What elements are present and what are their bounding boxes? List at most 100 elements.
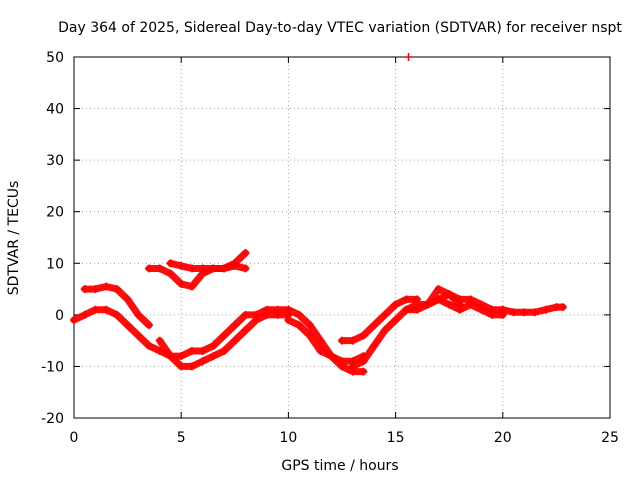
- series-track-i: [402, 285, 567, 317]
- y-tick-label: 40: [46, 102, 64, 118]
- data-point: [370, 341, 379, 350]
- data-point: [359, 357, 368, 366]
- data-point: [134, 310, 143, 319]
- data-point: [455, 295, 464, 304]
- data-point: [112, 310, 121, 319]
- data-point: [91, 305, 100, 314]
- data-point: [80, 285, 89, 294]
- data-point: [134, 331, 143, 340]
- data-point: [209, 352, 218, 361]
- data-point: [220, 264, 229, 273]
- series-track-d: [166, 259, 250, 273]
- series-band: [70, 306, 367, 376]
- data-point: [112, 285, 121, 294]
- series-band: [402, 285, 567, 316]
- x-tick-label: 20: [494, 430, 512, 446]
- data-point: [198, 346, 207, 355]
- data-point: [166, 269, 175, 278]
- series-track-b: [80, 282, 154, 330]
- x-tick-label: 5: [177, 430, 186, 446]
- data-point: [348, 362, 357, 371]
- data-point: [434, 295, 443, 304]
- data-point: [198, 264, 207, 273]
- data-point: [520, 308, 529, 317]
- series-band: [338, 295, 421, 345]
- data-point: [455, 305, 464, 314]
- data-point: [145, 264, 154, 273]
- data-point: [402, 305, 411, 314]
- data-point: [305, 331, 314, 340]
- y-tick-label: 10: [46, 256, 64, 272]
- data-point: [316, 336, 325, 345]
- series-track-f: [284, 316, 368, 366]
- data-point: [177, 279, 186, 288]
- data-point: [123, 295, 132, 304]
- data-point: [252, 316, 261, 325]
- data-point: [155, 264, 164, 273]
- data-point: [380, 310, 389, 319]
- data-point: [466, 300, 475, 309]
- data-point: [262, 310, 271, 319]
- data-point: [391, 300, 400, 309]
- data-point: [284, 316, 293, 325]
- data-point: [166, 259, 175, 268]
- y-tick-label: 50: [46, 50, 64, 66]
- data-point: [359, 331, 368, 340]
- data-point: [380, 326, 389, 335]
- y-tick-label: 0: [55, 308, 64, 324]
- data-point: [145, 321, 154, 330]
- data-point: [404, 53, 413, 61]
- plot-frame: [73, 56, 611, 419]
- data-point: [348, 336, 357, 345]
- data-point: [413, 300, 422, 309]
- data-point: [102, 305, 111, 314]
- x-tick-label: 0: [70, 430, 79, 446]
- x-tick-label: 10: [279, 430, 297, 446]
- x-tick-label: 25: [601, 430, 619, 446]
- data-point: [273, 310, 282, 319]
- data-point: [166, 352, 175, 361]
- data-point: [155, 346, 164, 355]
- data-point: [530, 308, 539, 317]
- data-point: [370, 321, 379, 330]
- data-point: [102, 282, 111, 291]
- data-point: [477, 305, 486, 314]
- data-point: [80, 310, 89, 319]
- data-marks: [70, 53, 567, 376]
- data-point: [391, 316, 400, 325]
- data-point: [316, 346, 325, 355]
- chart-title: Day 364 of 2025, Sidereal Day-to-day VTE…: [58, 20, 622, 36]
- data-point: [241, 248, 250, 257]
- y-axis-label: SDTVAR / TECUs: [6, 181, 22, 296]
- data-point: [187, 282, 196, 291]
- data-point: [70, 316, 78, 325]
- data-point: [91, 285, 100, 294]
- data-point: [230, 336, 239, 345]
- data-point: [338, 357, 346, 366]
- series-track-e: [155, 310, 293, 371]
- series-band: [424, 295, 507, 319]
- data-point: [220, 331, 229, 340]
- data-point: [198, 357, 207, 366]
- axis-ticks: 0 5 10 15 20 25 -20 -10 0 10 20 30 40 50: [41, 50, 619, 446]
- data-point: [209, 264, 218, 273]
- data-point: [488, 310, 497, 319]
- data-point: [177, 362, 186, 371]
- data-point: [241, 310, 250, 319]
- data-point: [241, 326, 250, 335]
- data-point: [338, 336, 346, 345]
- data-point: [558, 303, 567, 312]
- data-point: [445, 300, 454, 309]
- data-point: [230, 261, 239, 270]
- series-track-g: [338, 295, 422, 345]
- data-point: [295, 310, 304, 319]
- data-point: [187, 346, 196, 355]
- data-point: [123, 321, 132, 330]
- data-point: [177, 261, 186, 270]
- data-point: [295, 321, 304, 330]
- data-point: [327, 352, 336, 361]
- data-point: [509, 308, 518, 317]
- data-point: [155, 336, 164, 345]
- data-point: [434, 285, 443, 294]
